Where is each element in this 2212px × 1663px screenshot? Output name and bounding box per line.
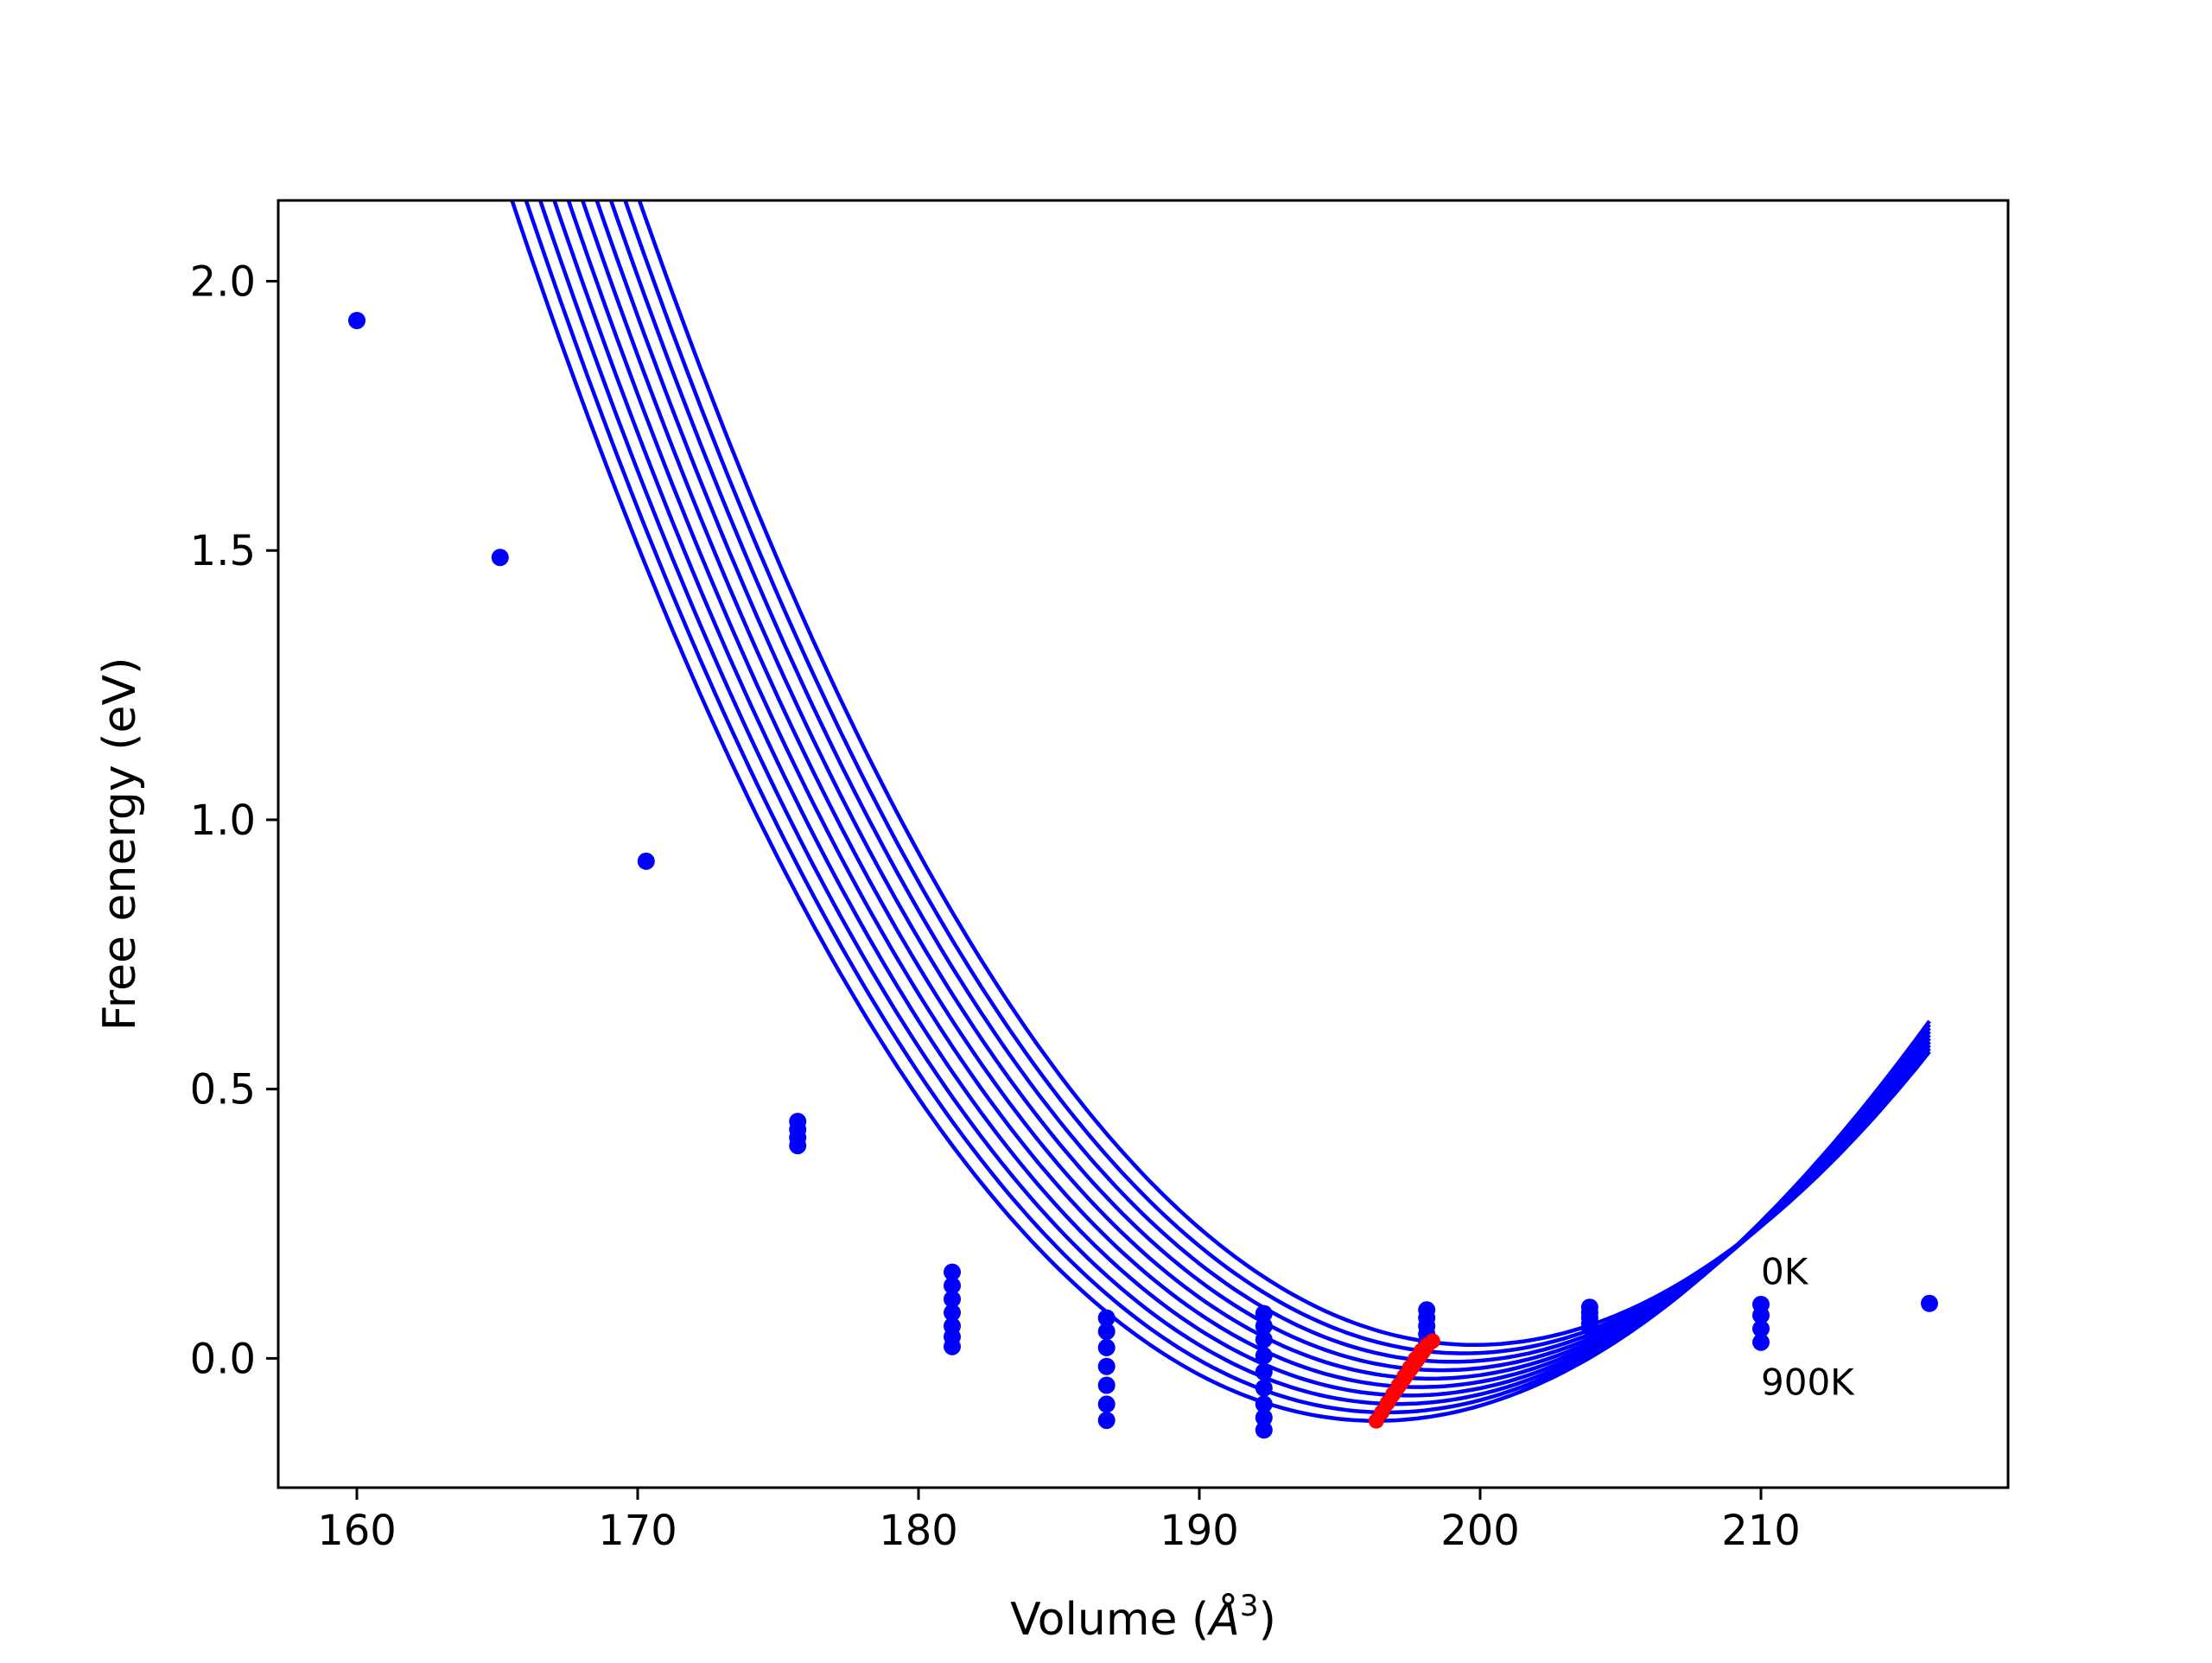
data-point-19 [1097, 1395, 1116, 1413]
x-tick-label-2: 180 [879, 1507, 958, 1555]
data-points [348, 312, 1938, 1439]
data-point-15 [1097, 1323, 1116, 1341]
x-tick-label-1: 170 [598, 1507, 677, 1555]
data-point-17 [1097, 1357, 1116, 1375]
data-point-9 [944, 1290, 961, 1308]
data-point-23 [1255, 1330, 1273, 1349]
data-point-0 [348, 312, 365, 329]
y-tick-label-0: 0.0 [190, 1335, 256, 1383]
x-tick-label-5: 210 [1721, 1507, 1801, 1555]
minimum-locus [1368, 1333, 1440, 1429]
data-point-16 [1097, 1338, 1116, 1356]
y-tick-label-3: 1.5 [190, 527, 256, 575]
x-tick-label-4: 200 [1440, 1507, 1520, 1555]
data-point-1 [491, 549, 509, 567]
data-point-21 [1255, 1304, 1273, 1323]
data-point-42 [1752, 1320, 1770, 1338]
data-point-39 [1580, 1318, 1599, 1336]
data-point-10 [944, 1304, 961, 1322]
fit-curves [510, 200, 1931, 1423]
fit-curve-0 [637, 200, 1931, 1348]
data-point-43 [1752, 1333, 1770, 1351]
fit-curve-9 [510, 200, 1931, 1423]
x-axis-label: Volume (Å3) [1010, 1589, 1276, 1646]
x-axis-ticks: 160 170 180 190 200 210 [317, 1488, 1801, 1555]
data-point-7 [944, 1263, 961, 1281]
data-point-20 [1097, 1412, 1116, 1430]
data-point-2 [637, 852, 655, 870]
data-point-13 [944, 1337, 961, 1355]
data-point-6 [789, 1137, 807, 1155]
data-point-28 [1255, 1409, 1273, 1426]
data-point-8 [944, 1277, 961, 1295]
y-axis-label: Free energy (eV) [94, 657, 146, 1031]
x-tick-label-0: 160 [317, 1507, 397, 1555]
data-point-44 [1921, 1294, 1938, 1312]
data-point-14 [1097, 1309, 1116, 1327]
annotation-1: 900K [1761, 1361, 1855, 1403]
y-tick-label-2: 1.0 [190, 797, 256, 845]
data-point-25 [1255, 1363, 1273, 1381]
data-point-41 [1752, 1306, 1770, 1324]
data-point-26 [1255, 1379, 1273, 1397]
y-tick-label-4: 2.0 [190, 258, 256, 307]
data-point-18 [1097, 1376, 1116, 1394]
x-tick-label-3: 190 [1160, 1507, 1239, 1555]
plot-frame [276, 199, 2010, 1489]
annotation-0: 0K [1761, 1251, 1809, 1293]
data-point-22 [1255, 1317, 1273, 1335]
data-point-27 [1255, 1395, 1273, 1413]
y-tick-label-1: 0.5 [190, 1066, 256, 1114]
data-point-24 [1255, 1347, 1273, 1365]
annotations: 0K 900K [1761, 1251, 1855, 1404]
data-point-29 [1255, 1421, 1273, 1439]
minimum-point-10 [1424, 1333, 1440, 1349]
y-axis-ticks: 0.0 0.5 1.0 1.5 2.0 [190, 258, 278, 1383]
